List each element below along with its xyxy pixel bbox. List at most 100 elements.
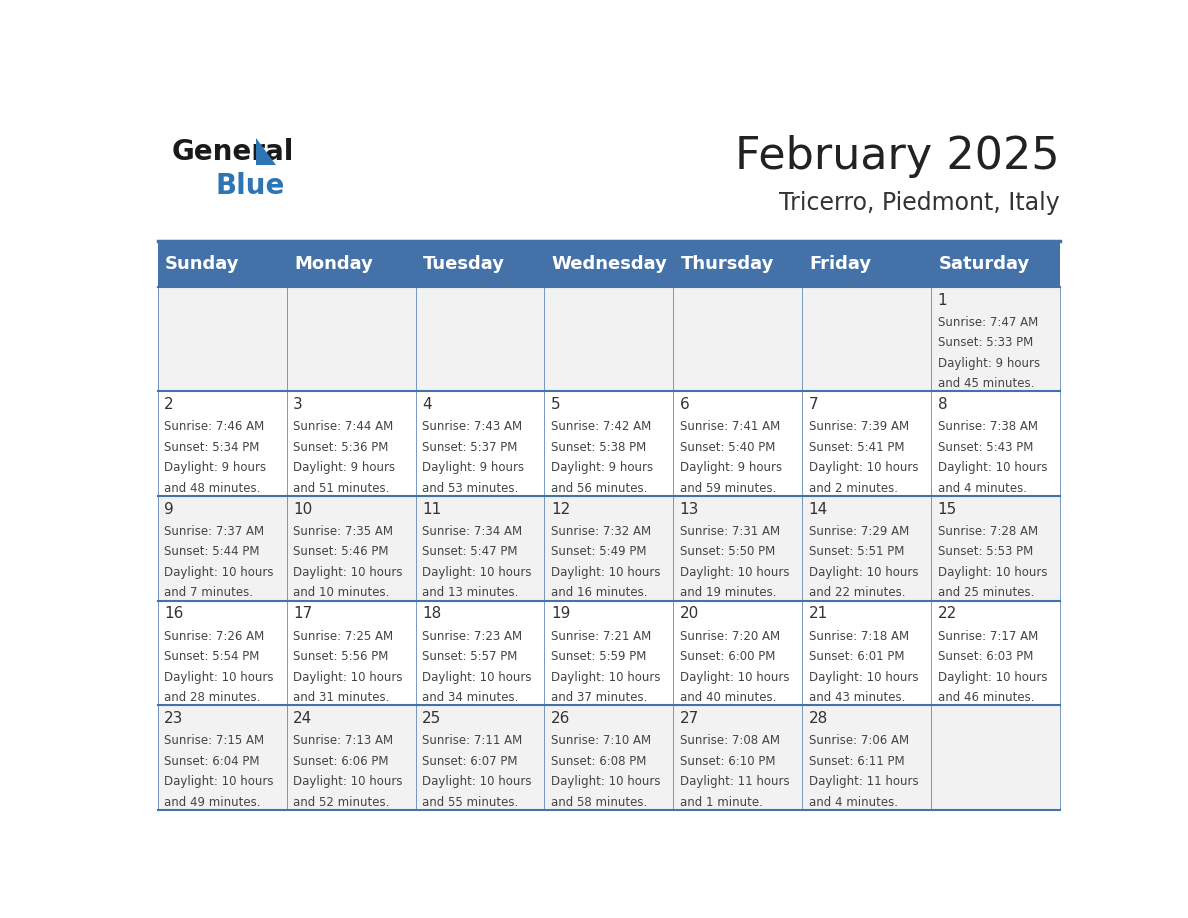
Text: 8: 8 (937, 397, 947, 412)
Text: Sunrise: 7:26 AM: Sunrise: 7:26 AM (164, 630, 265, 643)
Text: and 10 minutes.: and 10 minutes. (293, 587, 390, 599)
Text: Daylight: 10 hours: Daylight: 10 hours (937, 565, 1047, 579)
Text: Daylight: 10 hours: Daylight: 10 hours (551, 775, 661, 789)
Bar (931, 286, 1060, 391)
Text: 28: 28 (809, 711, 828, 726)
Bar (674, 286, 802, 391)
Text: and 4 minutes.: and 4 minutes. (937, 482, 1026, 495)
Bar (931, 496, 1060, 600)
Bar (158, 705, 286, 810)
Text: 14: 14 (809, 502, 828, 517)
Text: Daylight: 10 hours: Daylight: 10 hours (293, 670, 403, 684)
Text: and 51 minutes.: and 51 minutes. (293, 482, 390, 495)
Bar (416, 391, 544, 496)
Text: Sunrise: 7:21 AM: Sunrise: 7:21 AM (551, 630, 651, 643)
Bar (802, 705, 931, 810)
Text: Daylight: 10 hours: Daylight: 10 hours (293, 775, 403, 789)
Text: Daylight: 9 hours: Daylight: 9 hours (293, 461, 396, 475)
Text: Daylight: 9 hours: Daylight: 9 hours (937, 357, 1040, 370)
Text: February 2025: February 2025 (735, 135, 1060, 178)
Text: Sunset: 6:10 PM: Sunset: 6:10 PM (680, 755, 776, 767)
Text: Sunrise: 7:10 AM: Sunrise: 7:10 AM (551, 734, 651, 747)
Text: and 1 minute.: and 1 minute. (680, 796, 763, 809)
Text: Sunset: 6:07 PM: Sunset: 6:07 PM (422, 755, 518, 767)
Text: 13: 13 (680, 502, 699, 517)
Text: Sunset: 5:53 PM: Sunset: 5:53 PM (937, 545, 1032, 558)
Text: Sunrise: 7:23 AM: Sunrise: 7:23 AM (422, 630, 522, 643)
Text: 23: 23 (164, 711, 183, 726)
Bar (286, 496, 416, 600)
Text: Sunset: 6:06 PM: Sunset: 6:06 PM (293, 755, 388, 767)
Bar (674, 600, 802, 705)
Text: Sunrise: 7:43 AM: Sunrise: 7:43 AM (422, 420, 522, 433)
Text: Sunset: 5:37 PM: Sunset: 5:37 PM (422, 441, 517, 453)
Text: 4: 4 (422, 397, 431, 412)
Text: Daylight: 10 hours: Daylight: 10 hours (164, 670, 273, 684)
Bar (286, 286, 416, 391)
Bar (286, 705, 416, 810)
Text: Daylight: 10 hours: Daylight: 10 hours (551, 565, 661, 579)
Text: and 46 minutes.: and 46 minutes. (937, 691, 1034, 704)
Text: and 37 minutes.: and 37 minutes. (551, 691, 647, 704)
Text: Sunrise: 7:17 AM: Sunrise: 7:17 AM (937, 630, 1038, 643)
Text: and 22 minutes.: and 22 minutes. (809, 587, 905, 599)
Text: and 34 minutes.: and 34 minutes. (422, 691, 518, 704)
Text: 11: 11 (422, 502, 441, 517)
Text: Sunset: 5:38 PM: Sunset: 5:38 PM (551, 441, 646, 453)
Text: Sunrise: 7:11 AM: Sunrise: 7:11 AM (422, 734, 523, 747)
Text: Sunrise: 7:41 AM: Sunrise: 7:41 AM (680, 420, 781, 433)
Text: Friday: Friday (809, 255, 872, 273)
Bar (544, 391, 674, 496)
Bar (416, 600, 544, 705)
Text: 17: 17 (293, 607, 312, 621)
Text: Sunrise: 7:15 AM: Sunrise: 7:15 AM (164, 734, 264, 747)
Text: Sunset: 6:01 PM: Sunset: 6:01 PM (809, 650, 904, 663)
Text: and 56 minutes.: and 56 minutes. (551, 482, 647, 495)
Text: Sunset: 6:08 PM: Sunset: 6:08 PM (551, 755, 646, 767)
Text: 15: 15 (937, 502, 956, 517)
Bar (802, 496, 931, 600)
Bar (674, 705, 802, 810)
Text: 20: 20 (680, 607, 699, 621)
Text: Saturday: Saturday (939, 255, 1030, 273)
Text: Sunset: 6:04 PM: Sunset: 6:04 PM (164, 755, 260, 767)
Text: Daylight: 10 hours: Daylight: 10 hours (293, 565, 403, 579)
Text: 25: 25 (422, 711, 441, 726)
Text: Daylight: 10 hours: Daylight: 10 hours (680, 670, 789, 684)
Text: Thursday: Thursday (681, 255, 775, 273)
Text: and 52 minutes.: and 52 minutes. (293, 796, 390, 809)
Bar (674, 496, 802, 600)
Text: and 28 minutes.: and 28 minutes. (164, 691, 260, 704)
Text: Sunrise: 7:32 AM: Sunrise: 7:32 AM (551, 525, 651, 538)
Text: Daylight: 10 hours: Daylight: 10 hours (680, 565, 789, 579)
Text: 6: 6 (680, 397, 689, 412)
Text: Daylight: 10 hours: Daylight: 10 hours (422, 565, 531, 579)
Text: Daylight: 11 hours: Daylight: 11 hours (680, 775, 789, 789)
Text: Sunset: 5:59 PM: Sunset: 5:59 PM (551, 650, 646, 663)
Text: Sunrise: 7:18 AM: Sunrise: 7:18 AM (809, 630, 909, 643)
Text: 3: 3 (293, 397, 303, 412)
Bar (931, 600, 1060, 705)
Text: Daylight: 10 hours: Daylight: 10 hours (164, 565, 273, 579)
Text: Sunrise: 7:20 AM: Sunrise: 7:20 AM (680, 630, 779, 643)
Text: Sunset: 5:51 PM: Sunset: 5:51 PM (809, 545, 904, 558)
Text: Daylight: 10 hours: Daylight: 10 hours (937, 670, 1047, 684)
Text: and 4 minutes.: and 4 minutes. (809, 796, 898, 809)
Text: 26: 26 (551, 711, 570, 726)
Text: Sunset: 6:03 PM: Sunset: 6:03 PM (937, 650, 1032, 663)
Text: Sunset: 5:50 PM: Sunset: 5:50 PM (680, 545, 775, 558)
Text: General: General (171, 139, 293, 166)
Text: Sunset: 5:41 PM: Sunset: 5:41 PM (809, 441, 904, 453)
Bar (674, 391, 802, 496)
Text: Blue: Blue (216, 173, 285, 200)
Text: 2: 2 (164, 397, 173, 412)
Bar (802, 600, 931, 705)
Text: 1: 1 (937, 293, 947, 308)
Text: Sunset: 5:56 PM: Sunset: 5:56 PM (293, 650, 388, 663)
Text: 24: 24 (293, 711, 312, 726)
Text: Tuesday: Tuesday (423, 255, 505, 273)
Text: Sunset: 6:11 PM: Sunset: 6:11 PM (809, 755, 904, 767)
Text: and 13 minutes.: and 13 minutes. (422, 587, 518, 599)
Text: Sunrise: 7:39 AM: Sunrise: 7:39 AM (809, 420, 909, 433)
Bar (158, 496, 286, 600)
